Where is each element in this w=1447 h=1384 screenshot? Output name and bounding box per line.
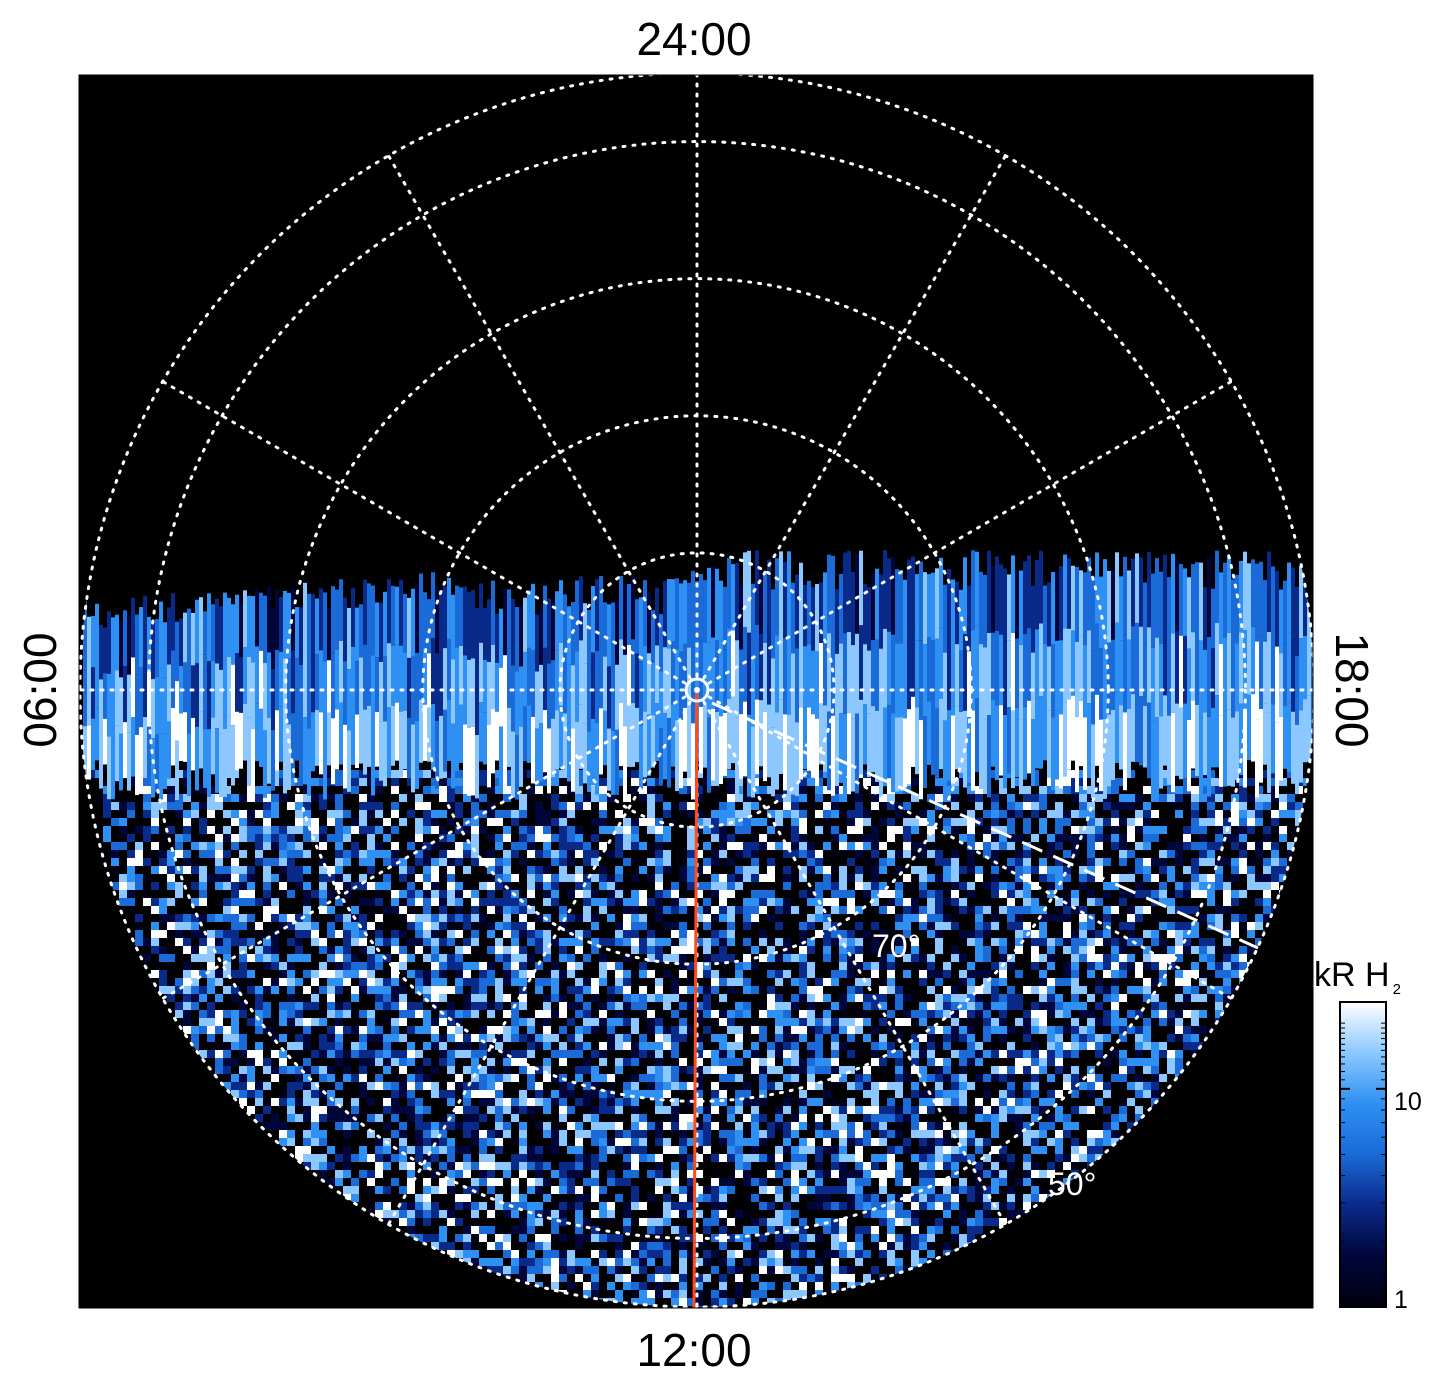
latitude-label-50: 50° (1048, 1166, 1096, 1202)
local-time-label-right: 18:00 (1326, 632, 1378, 747)
colorbar-tick-label-1: 1 (1394, 1286, 1408, 1314)
local-time-label-left: 06:00 (14, 632, 66, 747)
local-time-meridian (707, 380, 1233, 685)
noon-meridian-line (692, 689, 699, 1309)
local-time-meridian (702, 154, 1007, 680)
colorbar-ticks (1340, 1022, 1386, 1308)
pole-marker (684, 677, 710, 703)
local-time-meridian (707, 695, 1233, 1000)
latitude-circle (147, 140, 1247, 1240)
polar-grid (79, 75, 1313, 1308)
local-time-meridian (702, 700, 1007, 1226)
local-time-label-bottom: 12:00 (636, 1324, 751, 1376)
plot-frame (78, 74, 1314, 1309)
latitude-circle (284, 277, 1110, 1103)
latitude-label-70: 70° (872, 928, 920, 964)
local-time-label-top: 24:00 (636, 13, 751, 65)
local-time-meridian (161, 380, 687, 685)
auroral-emission-map (83, 550, 1313, 1307)
local-time-meridian (161, 695, 687, 1000)
colorbar-gradient (1340, 1002, 1386, 1307)
colorbar-tick-label-10: 10 (1394, 1088, 1422, 1116)
local-time-meridian (387, 700, 692, 1226)
local-time-meridian (387, 154, 692, 680)
